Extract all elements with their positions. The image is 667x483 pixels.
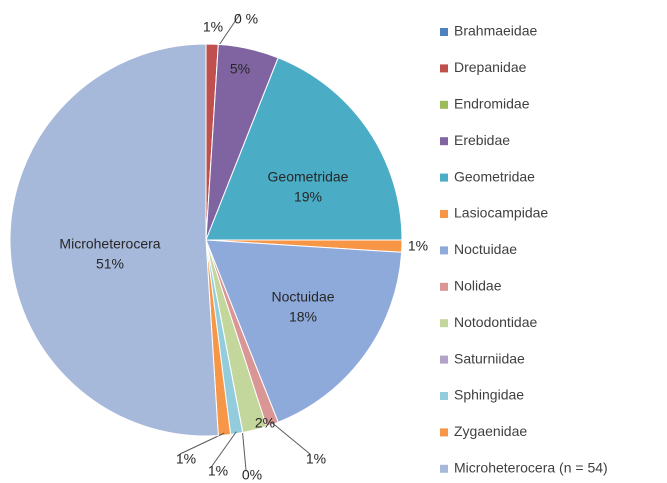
value-label: 18% — [289, 309, 317, 325]
slice-label: Noctuidae — [271, 289, 334, 305]
value-label: 1% — [203, 19, 223, 35]
legend-label: Drepanidae — [454, 59, 527, 75]
leader-line — [241, 430, 247, 471]
value-label: 1% — [208, 463, 228, 479]
leader-line — [271, 422, 311, 455]
legend-label: Lasiocampidae — [454, 205, 548, 221]
legend-label: Geometridae — [454, 168, 535, 184]
legend-swatch — [440, 428, 448, 437]
legend-swatch — [440, 319, 448, 328]
legend-label: Microheterocera (n = 54) — [454, 460, 608, 476]
value-label: 5% — [230, 61, 250, 77]
legend-swatch — [440, 173, 448, 182]
legend-label: Sphingidae — [454, 387, 524, 403]
legend-label: Nolidae — [454, 278, 502, 294]
legend-swatch — [440, 464, 448, 473]
value-label: 2% — [255, 415, 275, 431]
slice-label: Geometridae — [268, 169, 349, 185]
legend-swatch — [440, 100, 448, 109]
legend-label: Notodontidae — [454, 314, 538, 330]
value-label: 0% — [242, 467, 262, 483]
pie-slice — [9, 43, 219, 437]
legend-label: Endromidae — [454, 96, 530, 112]
leader-line — [217, 13, 241, 47]
pie-slice — [205, 57, 403, 241]
legend-swatch — [440, 282, 448, 291]
leader-line — [211, 431, 237, 467]
legend-label: Erebidae — [454, 132, 510, 148]
legend-label: Saturniidae — [454, 350, 525, 366]
value-label: 1% — [306, 451, 326, 467]
value-label: 1% — [408, 238, 428, 254]
legend: Brahmaeidae Drepanidae Endromidae Erebidae G… — [440, 23, 608, 476]
legend-label: Brahmaeidae — [454, 23, 537, 39]
value-label: 0 % — [234, 11, 258, 27]
legend-swatch — [440, 137, 448, 146]
value-label: 51% — [96, 256, 124, 272]
slice-label: Microheterocera — [59, 236, 160, 252]
legend-swatch — [440, 210, 448, 218]
leader-line — [179, 432, 225, 455]
pie-slice — [205, 239, 403, 423]
value-label: 1% — [176, 451, 196, 467]
legend-label: Noctuidae — [454, 241, 517, 257]
legend-swatch — [440, 64, 448, 73]
legend-swatch — [440, 246, 448, 255]
legend-label: Zygaenidae — [454, 423, 527, 439]
legend-swatch — [440, 392, 448, 400]
value-label: 19% — [294, 189, 322, 205]
legend-swatch — [440, 355, 448, 364]
legend-swatch — [440, 28, 448, 36]
